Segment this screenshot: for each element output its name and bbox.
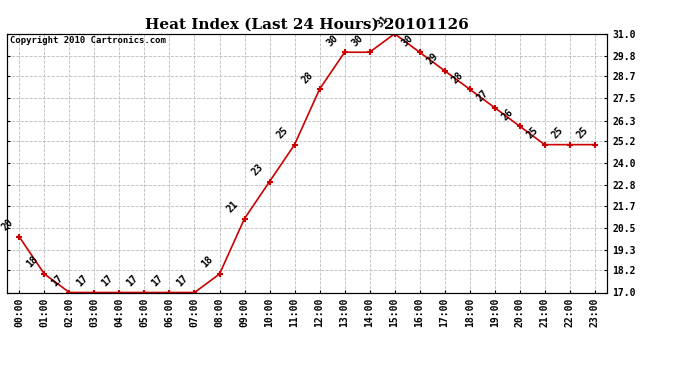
Text: 26: 26 <box>500 106 515 122</box>
Text: 17: 17 <box>175 273 190 288</box>
Text: 29: 29 <box>425 51 440 66</box>
Text: 21: 21 <box>225 199 240 214</box>
Text: 18: 18 <box>25 255 40 270</box>
Text: 25: 25 <box>275 125 290 141</box>
Text: 30: 30 <box>400 33 415 48</box>
Text: 25: 25 <box>550 125 566 141</box>
Text: 31: 31 <box>375 14 391 30</box>
Text: 25: 25 <box>525 125 540 141</box>
Text: 28: 28 <box>450 70 466 85</box>
Text: 18: 18 <box>200 255 215 270</box>
Text: 17: 17 <box>125 273 140 288</box>
Text: 30: 30 <box>325 33 340 48</box>
Text: 23: 23 <box>250 162 266 177</box>
Text: 25: 25 <box>575 125 591 141</box>
Text: 17: 17 <box>75 273 90 288</box>
Text: 17: 17 <box>100 273 115 288</box>
Text: 28: 28 <box>300 70 315 85</box>
Title: Heat Index (Last 24 Hours) 20101126: Heat Index (Last 24 Hours) 20101126 <box>145 17 469 31</box>
Text: 20: 20 <box>0 217 15 233</box>
Text: 30: 30 <box>350 33 366 48</box>
Text: 27: 27 <box>475 88 491 104</box>
Text: 17: 17 <box>150 273 166 288</box>
Text: 17: 17 <box>50 273 66 288</box>
Text: Copyright 2010 Cartronics.com: Copyright 2010 Cartronics.com <box>10 36 166 45</box>
